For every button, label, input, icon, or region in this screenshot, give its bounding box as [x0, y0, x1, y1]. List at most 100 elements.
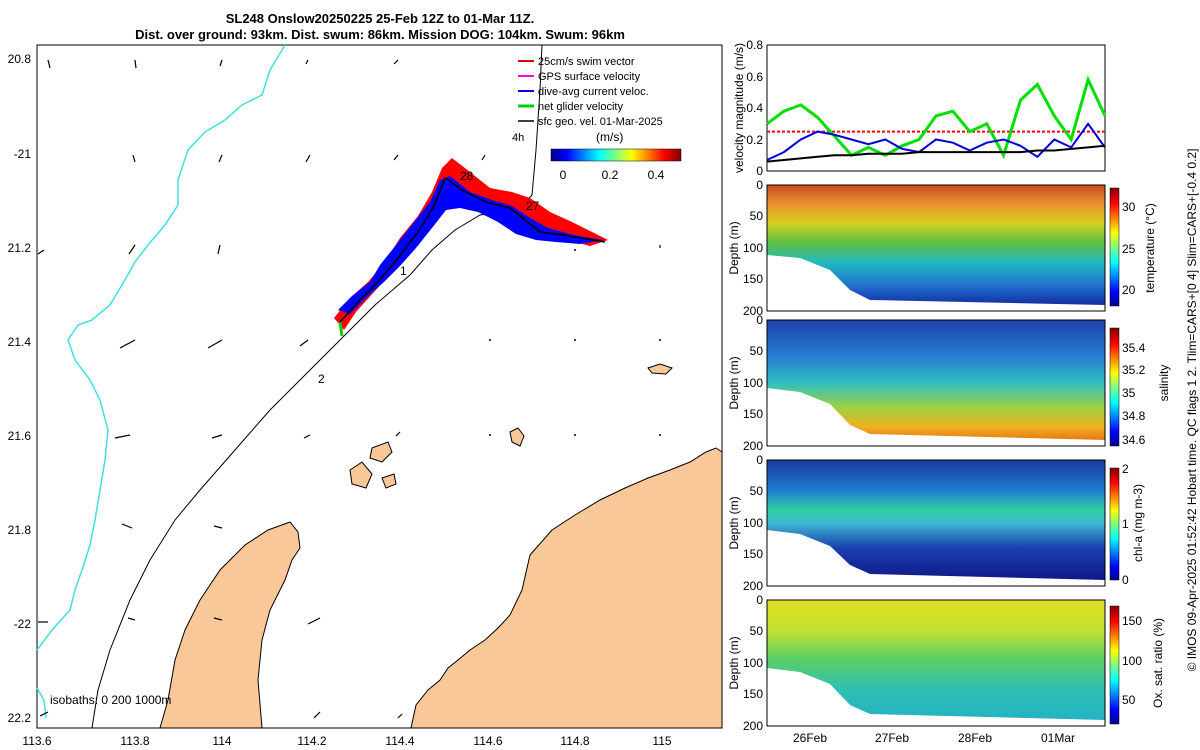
- colorbar-tick: 30: [1122, 200, 1136, 214]
- colorbar-tick: 34.8: [1122, 409, 1146, 423]
- map-x-tick: 114: [212, 734, 231, 748]
- velocity-arrow: [395, 431, 401, 437]
- legend-extra: 4h: [512, 132, 524, 144]
- chla-seabed: [767, 530, 1105, 586]
- velocity-dot: [574, 249, 576, 251]
- time-x-tick: 26Feb: [793, 731, 827, 745]
- depth-tick: 200: [743, 304, 763, 318]
- velocity-arrow: [305, 59, 309, 65]
- velocity-arrow: [128, 244, 136, 255]
- salinity-colorbar: [1109, 327, 1120, 447]
- vel-y-tick: 0.8: [746, 38, 763, 52]
- velocity-arrow: [39, 711, 49, 717]
- colorbar-tick: 0: [1122, 573, 1129, 587]
- map-y-tick: -21: [14, 147, 32, 161]
- velocity-dot: [659, 434, 661, 436]
- map-y-tick: 20.8: [8, 52, 32, 66]
- velocity-line-sfc-geo-vel-: [766, 144, 1106, 163]
- land-mainland: [410, 447, 723, 729]
- depth-tick: 0: [756, 453, 763, 467]
- map-x-tick: 114.8: [560, 734, 589, 748]
- depth-tick: 200: [743, 719, 763, 733]
- oxygen-seabed: [767, 668, 1105, 726]
- salinity-panel: Depth (m) 0 50 100 150 200 34.6 34.8 35 …: [727, 313, 1171, 453]
- title-line-2: Dist. over ground: 93km. Dist. swum: 86k…: [135, 27, 625, 42]
- velocity-arrow: [119, 339, 136, 349]
- time-x-tick: 01Mar: [1041, 731, 1075, 745]
- velocity-line-net-glider-velocity: [766, 75, 1107, 160]
- velocity-arrow: [213, 617, 223, 621]
- oxygen-ylabel: Depth (m): [727, 636, 741, 689]
- colorbar-tick: 35: [1122, 386, 1136, 400]
- salinity-frame: [766, 319, 1106, 447]
- map-x-tick: 113.8: [120, 734, 149, 748]
- time-x-ticks: 26Feb 27Feb 28Feb 01Mar: [793, 731, 1075, 745]
- salinity-colorbar-label: salinity: [1157, 365, 1171, 402]
- temperature-panel: Depth (m) 0 50 100 150 200 20 25 30 temp…: [727, 178, 1157, 318]
- velocity-arrow: [303, 434, 311, 439]
- velocity-arrow: [217, 244, 221, 255]
- map-x-tick: 114.6: [473, 734, 502, 748]
- temperature-colorbar-label: temperature (°C): [1143, 203, 1157, 293]
- oxygen-frame: [766, 599, 1106, 727]
- depth-tick: 150: [743, 272, 763, 286]
- depth-tick: 100: [743, 656, 763, 670]
- temperature-ylabel: Depth (m): [727, 221, 741, 274]
- isobaths-label: isobaths: 0 200 1000m: [50, 693, 171, 707]
- vel-y-tick: 0.4: [746, 101, 763, 115]
- map-x-tick: 113.6: [22, 734, 51, 748]
- colorbar-tick: 0.2: [602, 168, 619, 182]
- velocity-dot: [574, 434, 576, 436]
- land-islet: [509, 427, 525, 447]
- map-x-tick: 114.2: [297, 734, 326, 748]
- map-y-tick: -22: [14, 617, 32, 631]
- temperature-seabed: [767, 255, 1105, 311]
- velocity-arrow: [397, 713, 403, 719]
- chla-panel: Depth (m) 0 50 100 150 200 0 1 2 chl-a (…: [727, 453, 1145, 593]
- velocity-arrow: [127, 617, 136, 621]
- velocity-ylabel: velocity magnitude (m/s): [732, 43, 746, 173]
- depth-tick: 100: [743, 516, 763, 530]
- colorbar-gradient: [550, 148, 682, 162]
- velocity-arrow: [393, 154, 399, 161]
- depth-tick: 150: [743, 547, 763, 561]
- chla-colorbar-label: chl-a (mg m-3): [1131, 484, 1145, 562]
- velocity-arrow: [393, 59, 399, 65]
- legend-item: dive-avg current veloc.: [538, 86, 649, 98]
- velocity-dot: [489, 434, 491, 436]
- velocity-dot: [659, 339, 661, 341]
- velocity-arrow: [218, 154, 223, 163]
- vel-y-tick: 0: [756, 164, 763, 178]
- map-y-tick: 21.8: [8, 523, 32, 537]
- land-islet: [349, 461, 373, 489]
- map-x-tick: 114.4: [385, 734, 414, 748]
- legend-item: sfc geo. vel. 01-Mar-2025: [538, 116, 663, 128]
- land-peninsula: [159, 521, 301, 729]
- map-y-tick: 21.2: [8, 241, 32, 255]
- colorbar-tick: 100: [1122, 654, 1142, 668]
- title-line-1: SL248 Onslow20250225 25-Feb 12Z to 01-Ma…: [225, 11, 535, 26]
- colorbar-tick: 35.2: [1122, 363, 1146, 377]
- velocity-arrow: [481, 154, 486, 161]
- velocity-line-dive-avg-current: [766, 122, 1106, 161]
- velocity-arrow: [132, 154, 136, 163]
- legend-item: GPS surface velocity: [538, 71, 641, 83]
- chla-ylabel: Depth (m): [727, 496, 741, 549]
- time-x-tick: 28Feb: [958, 731, 992, 745]
- map-y-tick: 21.4: [8, 335, 32, 349]
- velocity-arrow: [313, 711, 321, 719]
- velocity-arrow: [134, 59, 137, 69]
- colorbar-label: (m/s): [596, 130, 623, 144]
- day-label: 2: [318, 372, 325, 386]
- colorbar-tick: 2: [1122, 462, 1129, 476]
- land-islet: [369, 441, 393, 463]
- velocity-arrow: [305, 154, 311, 163]
- time-x-tick: 27Feb: [875, 731, 909, 745]
- velocity-arrow: [299, 339, 309, 347]
- velocity-arrow: [47, 59, 51, 69]
- colorbar-tick: 20: [1122, 283, 1136, 297]
- velocity-arrow-grid: [37, 59, 661, 719]
- depth-tick: 150: [743, 687, 763, 701]
- depth-tick: 50: [750, 209, 764, 223]
